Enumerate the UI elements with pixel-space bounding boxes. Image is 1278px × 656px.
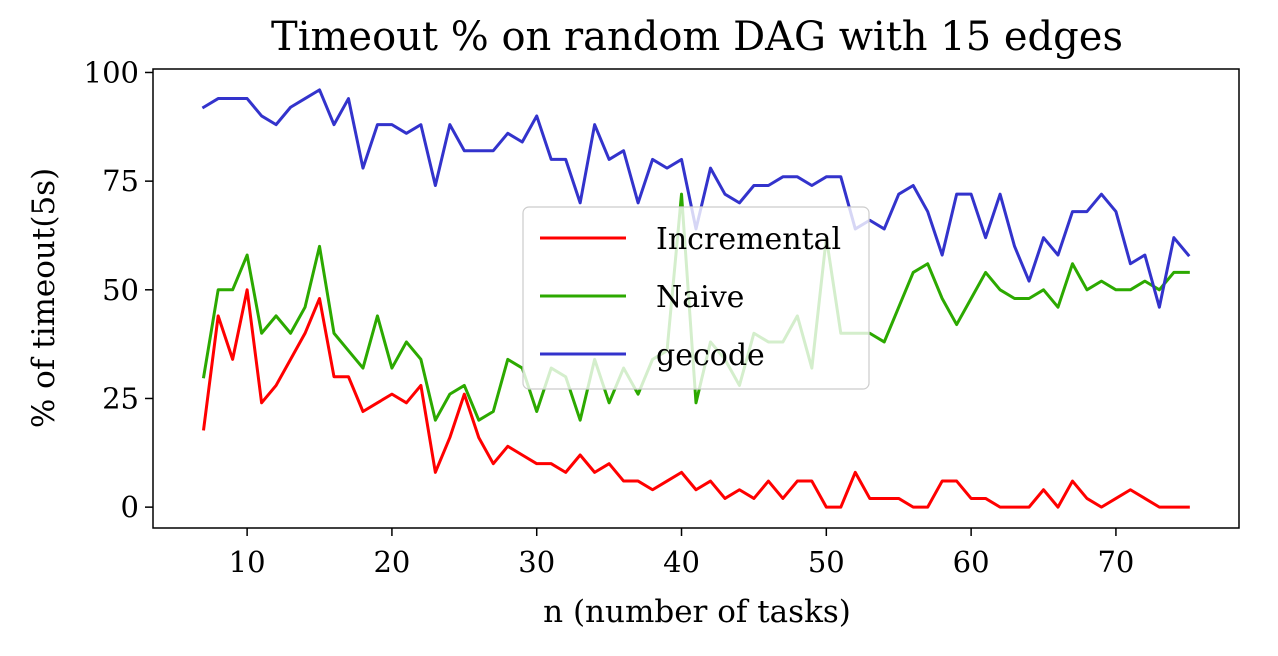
legend: Incremental Naive gecode xyxy=(522,206,870,390)
y-tick-label: 0 xyxy=(121,490,139,524)
series-line-incremental xyxy=(202,288,1190,509)
y-axis-label: % of timeout(5s) xyxy=(26,168,62,428)
x-tick-label: 30 xyxy=(518,545,555,579)
legend-box xyxy=(522,206,870,390)
series-line-naive xyxy=(201,192,1190,422)
x-tick-label: 10 xyxy=(229,545,266,579)
legend-label-gecode: gecode xyxy=(656,338,765,373)
x-tick-label: 50 xyxy=(808,545,845,579)
x-tick-label: 60 xyxy=(953,545,990,579)
x-tick-label: 70 xyxy=(1097,545,1134,579)
x-tick-label: 20 xyxy=(373,545,410,579)
y-tick-label: 25 xyxy=(102,381,139,415)
y-tick-label: 75 xyxy=(102,164,139,198)
x-axis-ticks: 10 20 30 40 50 60 70 xyxy=(229,528,1134,579)
x-axis-label: n (number of tasks) xyxy=(543,594,851,630)
legend-label-naive: Naive xyxy=(656,280,744,315)
legend-label-incremental: Incremental xyxy=(656,222,841,257)
y-axis-ticks: 0 25 50 75 100 xyxy=(84,55,153,524)
x-tick-label: 40 xyxy=(663,545,700,579)
chart-title: Timeout % on random DAG with 15 edges xyxy=(271,14,1123,60)
y-tick-label: 50 xyxy=(102,273,139,307)
y-tick-label: 100 xyxy=(84,55,139,89)
